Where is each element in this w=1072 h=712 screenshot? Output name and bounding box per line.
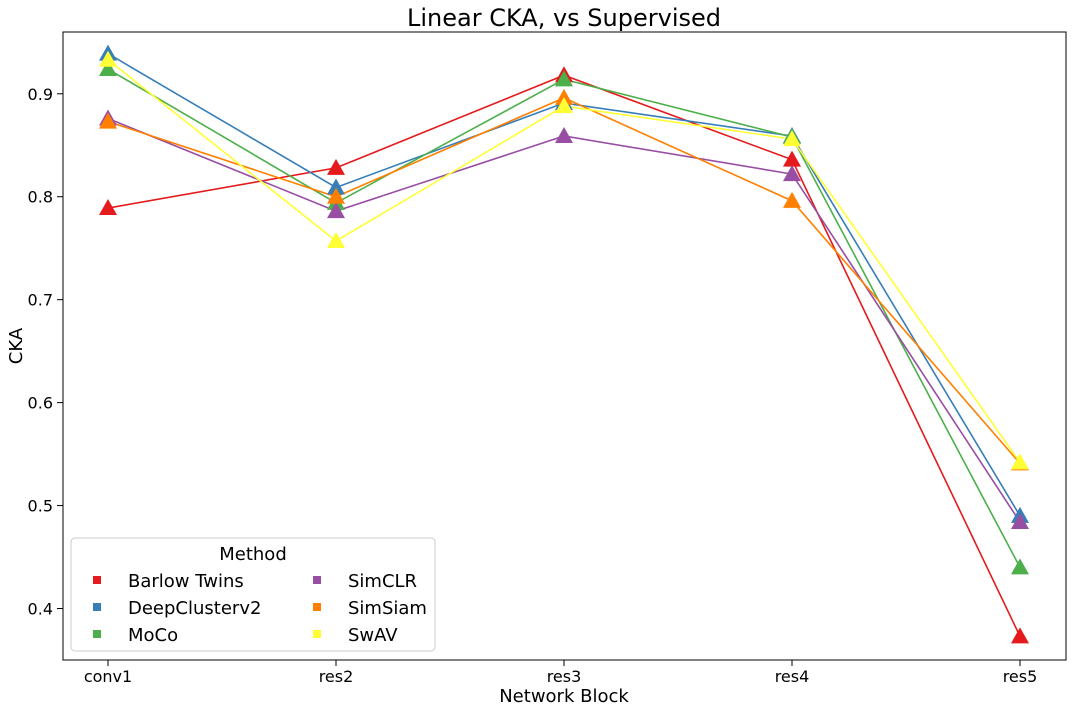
x-tick-label: res2	[319, 667, 354, 686]
legend-marker	[93, 576, 101, 584]
legend-label: MoCo	[128, 625, 178, 646]
data-point-marker	[1011, 627, 1029, 644]
y-tick-label: 0.4	[28, 600, 53, 619]
x-axis: conv1 res2 res3 res4 res5	[84, 660, 1037, 686]
data-point-marker	[99, 50, 117, 67]
y-tick-label: 0.8	[28, 188, 53, 207]
y-tick-label: 0.5	[28, 497, 53, 516]
legend-label: Barlow Twins	[128, 571, 244, 592]
data-point-marker	[783, 165, 801, 182]
data-point-marker	[1011, 513, 1029, 530]
y-tick-label: 0.9	[28, 85, 53, 104]
y-axis-label: CKA	[6, 327, 27, 364]
x-tick-label: conv1	[84, 667, 132, 686]
legend-label: DeepClusterv2	[128, 598, 261, 619]
data-point-marker	[555, 88, 573, 105]
y-axis: 0.4 0.5 0.6 0.7 0.8 0.9	[28, 85, 63, 619]
data-point-marker	[555, 97, 573, 114]
legend-label: SimCLR	[348, 571, 417, 592]
data-point-marker	[555, 126, 573, 143]
y-tick-label: 0.6	[28, 394, 53, 413]
data-point-marker	[327, 158, 345, 175]
legend-marker	[313, 630, 321, 638]
x-tick-label: res4	[775, 667, 810, 686]
data-point-marker	[327, 178, 345, 195]
data-point-marker	[99, 112, 117, 129]
x-tick-label: res5	[1003, 667, 1038, 686]
chart-title: Linear CKA, vs Supervised	[407, 4, 721, 32]
x-tick-label: res3	[547, 667, 582, 686]
data-point-marker	[783, 130, 801, 147]
legend-label: SimSiam	[348, 598, 427, 619]
data-point-marker	[327, 202, 345, 219]
legend-title: Method	[219, 544, 287, 565]
data-point-marker	[99, 199, 117, 216]
legend-label: SwAV	[348, 625, 398, 646]
data-point-marker	[1011, 453, 1029, 470]
legend-marker	[93, 630, 101, 638]
legend-marker	[313, 576, 321, 584]
series-layer	[99, 44, 1029, 644]
x-axis-label: Network Block	[499, 686, 629, 707]
legend-box	[70, 537, 436, 652]
legend-marker	[313, 603, 321, 611]
data-point-marker	[99, 60, 117, 77]
legend-marker	[93, 603, 101, 611]
y-tick-label: 0.7	[28, 291, 53, 310]
data-point-marker	[555, 70, 573, 87]
data-point-marker	[327, 231, 345, 248]
data-point-marker	[783, 191, 801, 208]
data-point-marker	[327, 187, 345, 204]
data-point-marker	[783, 150, 801, 167]
legend: Method Barlow Twins DeepClusterv2 MoCo SimC…	[70, 537, 436, 652]
data-point-marker	[1011, 558, 1029, 575]
